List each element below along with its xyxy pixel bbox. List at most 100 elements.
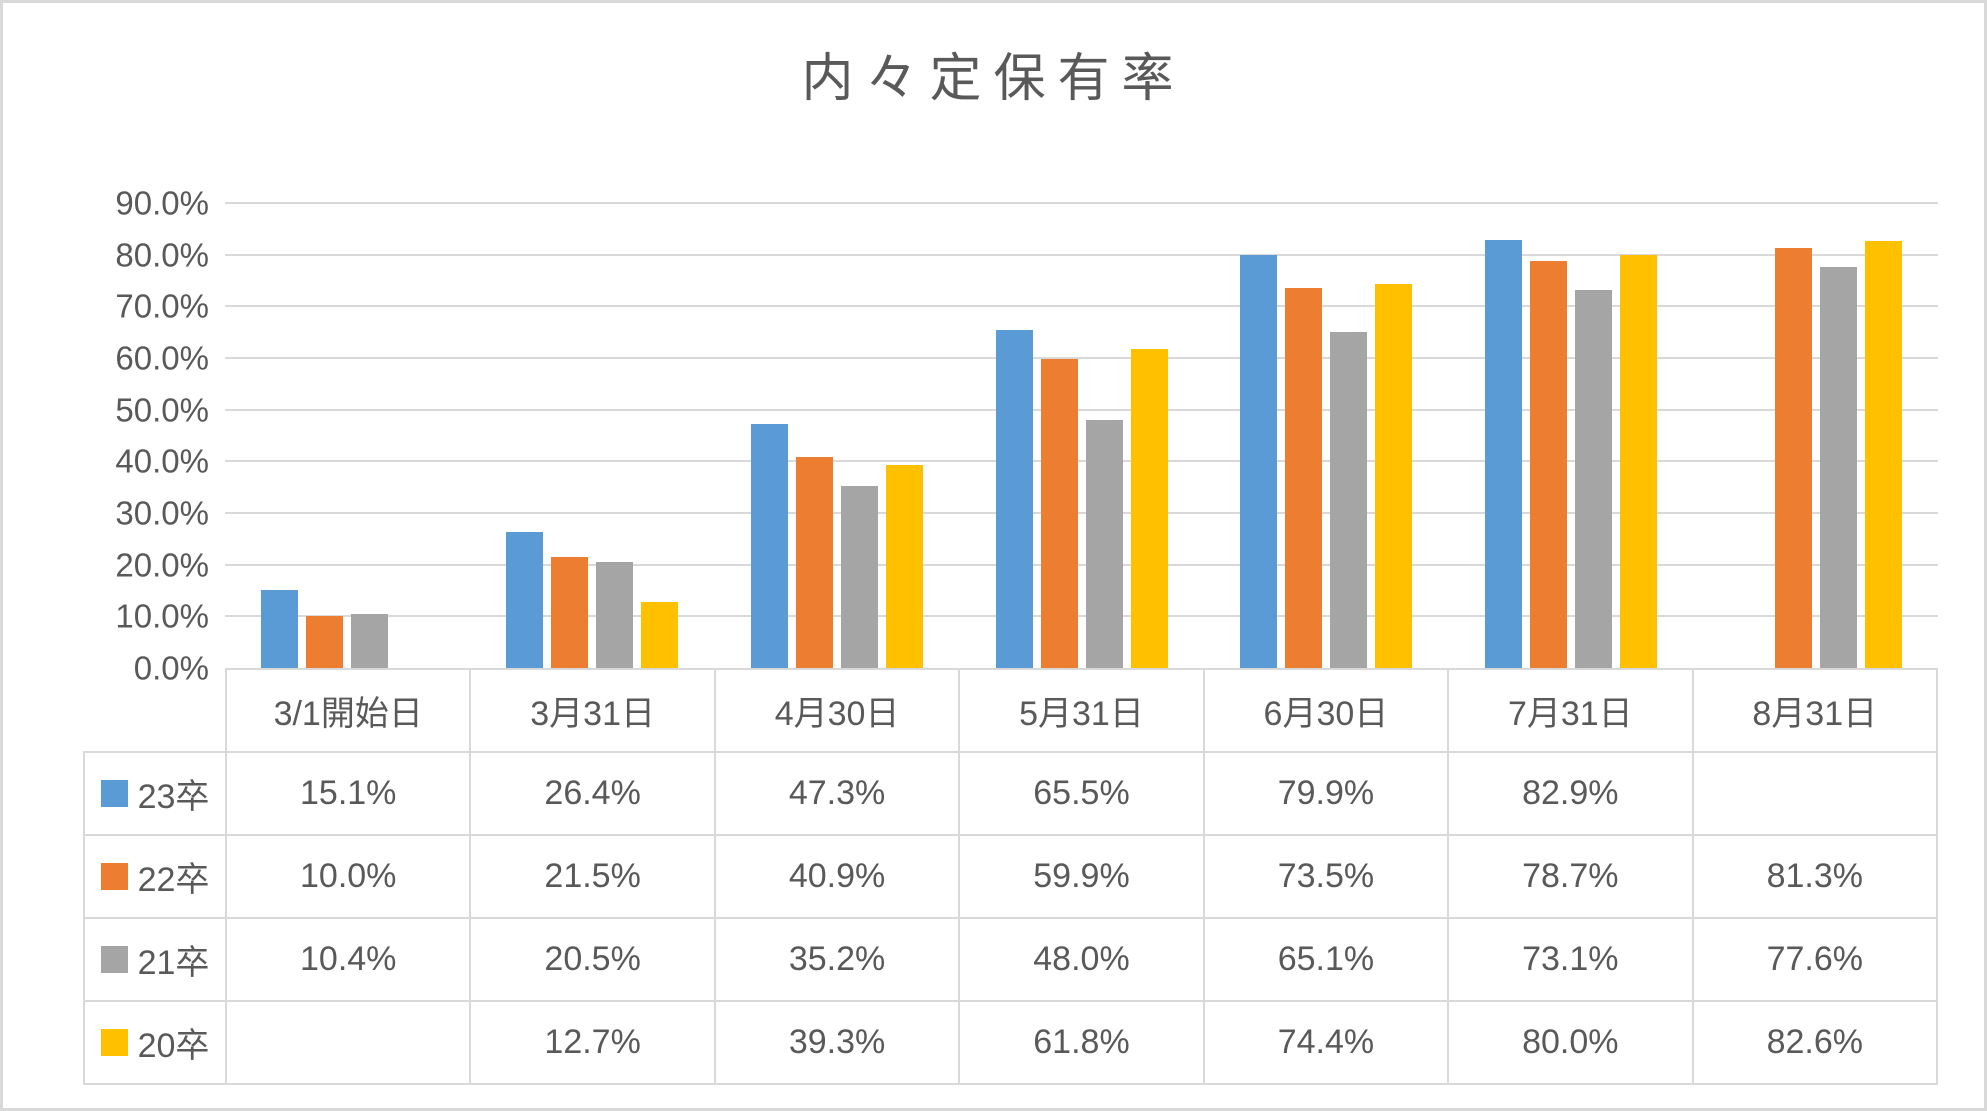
y-axis-tick-label: 30.0%: [115, 494, 209, 532]
y-axis-tick-label: 50.0%: [115, 391, 209, 429]
y-axis-tick-label: 10.0%: [115, 597, 209, 635]
legend-cell: 23卒: [83, 751, 227, 836]
bar-23卒: [506, 531, 544, 668]
category-header: 3/1開始日: [224, 668, 472, 753]
y-axis-tick-label: 0.0%: [133, 649, 209, 687]
value-cell: 82.6%: [1691, 1000, 1939, 1085]
value-cell: 81.3%: [1691, 834, 1939, 919]
series-name: 22卒: [137, 861, 210, 899]
data-table-body: 3/1開始日 3月31日 4月30日 5月31日 6月30日 7月31日 8月31日 23卒 1…: [83, 668, 1939, 1085]
gridline: [225, 563, 1938, 566]
y-axis: 0.0% 10.0% 20.0% 30.0% 40.0% 50.0% 60.0% 70.0% 8…: [3, 187, 215, 685]
legend-swatch-icon: [100, 863, 128, 890]
series-name: 21卒: [137, 944, 210, 982]
bar-20卒: [641, 602, 679, 668]
bar-23卒: [995, 329, 1033, 668]
gridline: [225, 408, 1938, 411]
category-header: 6月30日: [1202, 668, 1450, 753]
category-column: [1693, 203, 1938, 668]
y-axis-tick-label: 40.0%: [115, 442, 209, 480]
bar-23卒: [261, 589, 299, 668]
bar-23卒: [1484, 239, 1522, 668]
legend-key: 22卒: [86, 852, 224, 901]
gridline: [225, 460, 1938, 463]
category-column: [959, 203, 1204, 668]
bar-group: [261, 203, 433, 668]
plot-area: [225, 202, 1938, 668]
legend-swatch-icon: [100, 1029, 128, 1056]
legend-cell: 22卒: [83, 834, 227, 919]
bar-21卒: [596, 562, 634, 668]
bar-22卒: [306, 616, 344, 668]
table-row: 21卒 10.4% 20.5% 35.2% 48.0% 65.1% 73.1% 77.6%: [83, 917, 1939, 1002]
bar-23卒: [750, 423, 788, 668]
value-cell: 15.1%: [224, 751, 472, 836]
value-cell: 65.1%: [1202, 917, 1450, 1002]
value-cell: 26.4%: [469, 751, 716, 836]
gridline: [225, 305, 1938, 308]
table-corner-cell: [84, 669, 226, 752]
bar-22卒: [1040, 358, 1078, 668]
value-cell: 21.5%: [469, 834, 716, 919]
value-cell: 12.7%: [469, 1000, 716, 1085]
series-name: 20卒: [137, 1027, 210, 1065]
bar-21卒: [1819, 267, 1857, 668]
value-cell: 82.9%: [1447, 751, 1694, 836]
value-cell: 74.4%: [1202, 1000, 1450, 1085]
bar-group: [750, 203, 923, 668]
category-column: [225, 203, 470, 668]
y-axis-tick-label: 80.0%: [115, 236, 209, 274]
bar-group: [1484, 203, 1657, 668]
table-row: 22卒 10.0% 21.5% 40.9% 59.9% 73.5% 78.7% 81.3%: [83, 834, 1939, 919]
bar-group: [506, 203, 679, 668]
bar-20卒: [885, 464, 923, 668]
value-cell: 61.8%: [958, 1000, 1205, 1085]
value-cell: 78.7%: [1447, 834, 1694, 919]
value-cell: 10.4%: [224, 917, 472, 1002]
category-column: [1204, 203, 1449, 668]
value-cell: 47.3%: [713, 751, 961, 836]
value-cell: 73.1%: [1447, 917, 1694, 1002]
value-cell: [1691, 751, 1939, 836]
series-name: 23卒: [137, 778, 210, 816]
category-column: [714, 203, 959, 668]
value-cell: 79.9%: [1202, 751, 1450, 836]
gridline: [225, 357, 1938, 360]
value-cell: 65.5%: [958, 751, 1205, 836]
bar-21卒: [1085, 420, 1123, 668]
legend-cell: 20卒: [83, 1000, 227, 1085]
bar-21卒: [840, 486, 878, 668]
legend-key: 21卒: [86, 935, 224, 984]
data-table: 3/1開始日 3月31日 4月30日 5月31日 6月30日 7月31日 8月31日 23卒 1…: [83, 668, 1939, 1085]
value-cell: 59.9%: [958, 834, 1205, 919]
bar-group: [995, 203, 1168, 668]
bar-22卒: [1774, 247, 1812, 668]
bar-22卒: [551, 556, 589, 668]
category-column: [1449, 203, 1694, 668]
bar-21卒: [351, 614, 389, 668]
legend-cell: 21卒: [83, 917, 227, 1002]
category-header: 4月30日: [713, 668, 961, 753]
legend-key: 23卒: [86, 769, 224, 818]
bar-20卒: [1619, 254, 1657, 668]
category-header: 7月31日: [1447, 668, 1694, 753]
bar-22卒: [795, 456, 833, 668]
bar-group: [1730, 203, 1902, 668]
value-cell: 40.9%: [713, 834, 961, 919]
y-axis-tick-label: 20.0%: [115, 546, 209, 584]
value-cell: [224, 1000, 472, 1085]
bar-22卒: [1529, 261, 1567, 668]
category-header: 8月31日: [1691, 668, 1939, 753]
y-axis-tick-label: 90.0%: [115, 184, 209, 222]
gridline: [225, 253, 1938, 256]
chart-title: 内々定保有率: [801, 50, 1186, 108]
gridline: [225, 512, 1938, 515]
y-axis-tick-label: 70.0%: [115, 287, 209, 325]
category-header: 3月31日: [469, 668, 716, 753]
gridline: [225, 202, 1938, 204]
legend-swatch-icon: [100, 946, 128, 973]
bar-21卒: [1574, 290, 1612, 668]
value-cell: 77.6%: [1691, 917, 1939, 1002]
category-header: 5月31日: [958, 668, 1205, 753]
